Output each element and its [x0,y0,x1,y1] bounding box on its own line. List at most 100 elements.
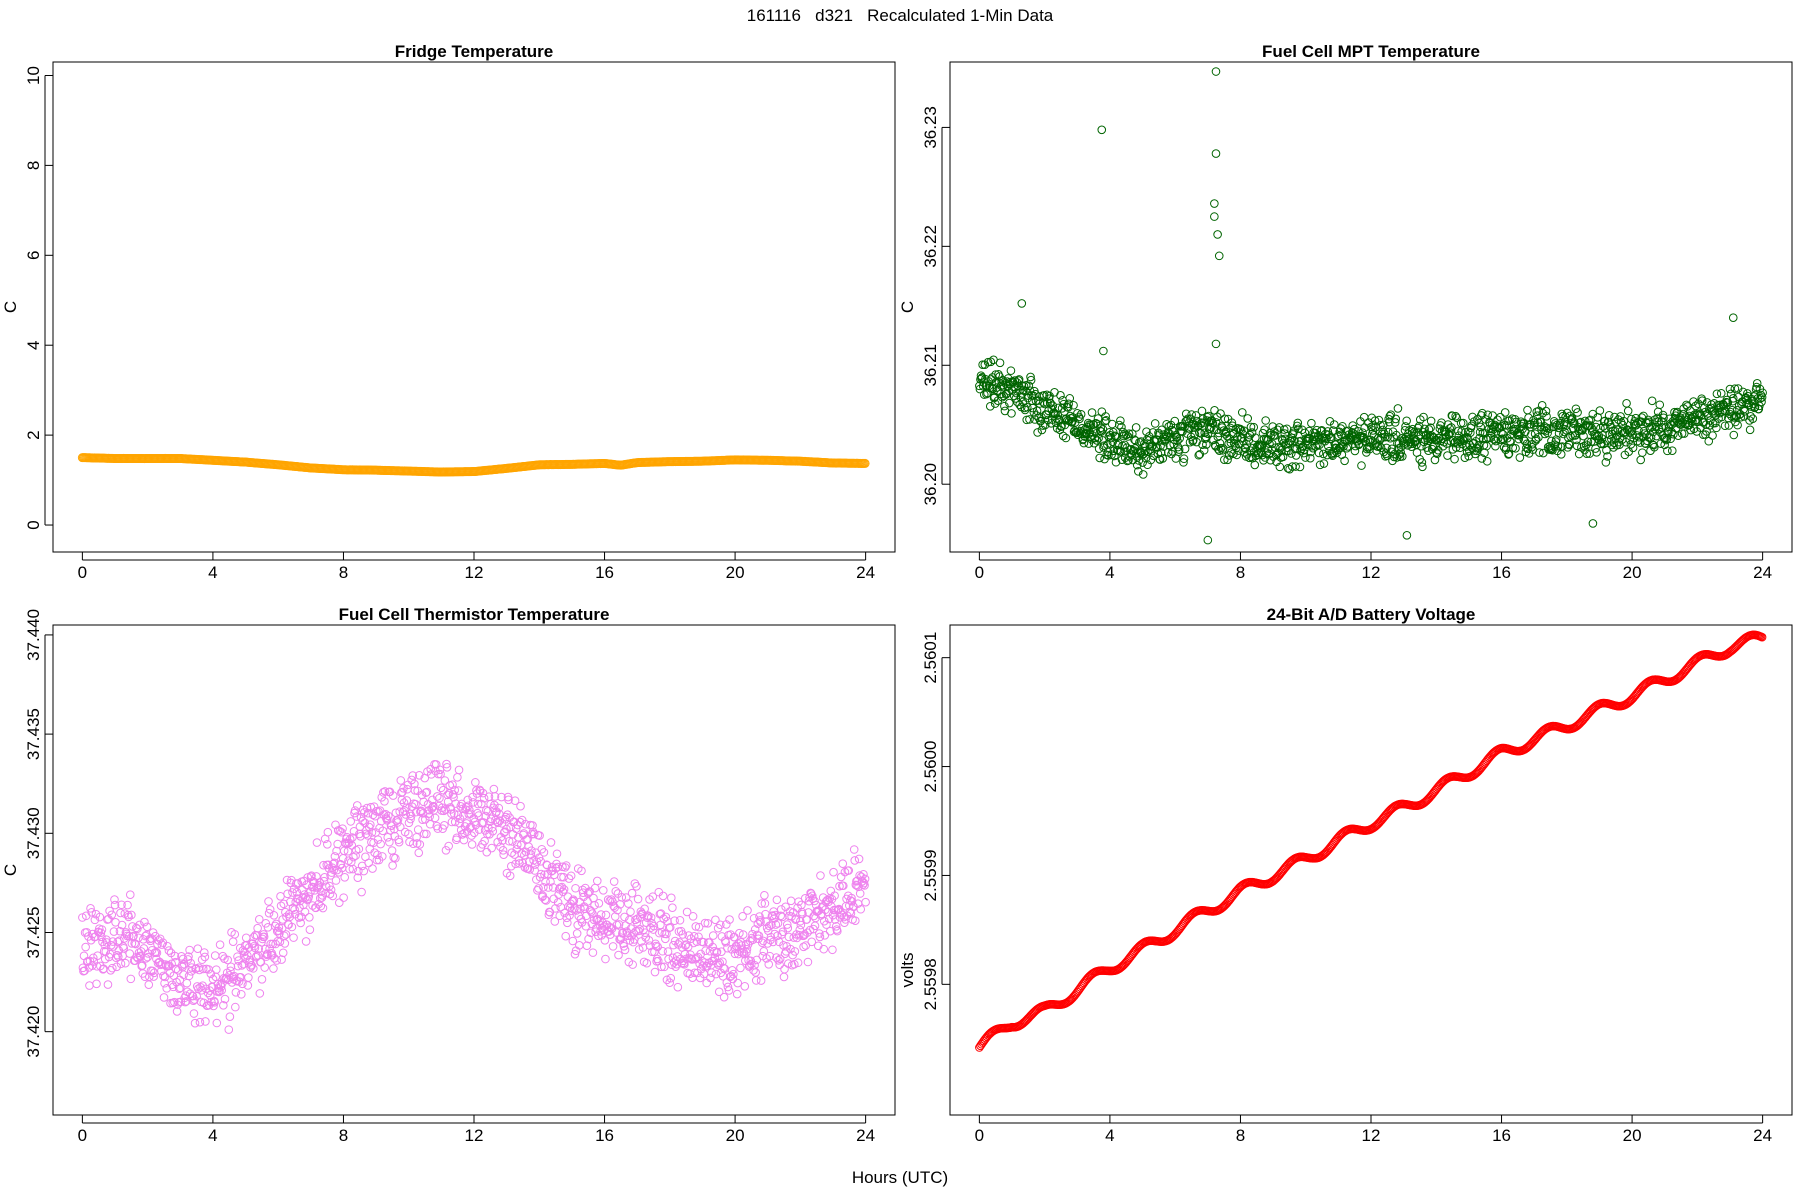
data-point [719,963,728,973]
data-point [1604,410,1614,420]
data-point [319,876,329,886]
data-point [433,824,443,833]
data-point [708,931,718,940]
data-point [481,811,491,821]
data-point [1033,428,1042,437]
data-point [1270,875,1279,885]
data-point [641,933,651,942]
x-tick-label: 4 [1105,563,1114,582]
data-point [1414,421,1424,431]
data-point [117,920,127,930]
data-point [1159,442,1168,451]
data-point [1258,450,1267,460]
data-point [752,955,762,965]
data-point [119,934,129,943]
data-point [1458,418,1468,428]
data-point [1237,408,1247,417]
data-point [388,791,398,800]
data-point [1393,404,1403,413]
data-point [454,765,464,775]
data-point [494,803,504,813]
data-point [617,892,627,902]
data-point [646,913,656,922]
data-point [442,759,451,769]
data-point [92,979,101,989]
data-point [568,936,578,946]
data-point [1150,419,1160,428]
x-tick-label: 12 [1362,1126,1381,1145]
data-point [1511,444,1520,453]
data-point [1496,435,1506,445]
data-point [1374,415,1384,425]
data-point [1712,389,1722,399]
data-point [428,802,438,812]
data-point [1522,443,1531,453]
data-point-outlier [1214,251,1224,261]
data-point [283,889,292,899]
data-point [330,858,339,868]
data-point [275,929,284,938]
data-point [1138,470,1148,479]
data-point [588,948,598,957]
data-point [459,835,469,845]
data-point [203,988,213,998]
data-point [1262,448,1272,458]
data-point [854,854,864,864]
data-point [1329,420,1339,429]
data-point [755,912,764,921]
data-point [1468,412,1477,422]
data-point [600,936,610,945]
plot-frame [949,61,1793,553]
data-point [1173,436,1182,446]
data-point [323,839,332,849]
data-point [1679,429,1689,438]
y-tick-label: 4 [24,340,43,349]
data-point [193,944,203,953]
data-point [1270,431,1280,440]
data-point [208,982,217,992]
data-point [542,860,551,869]
data-point [581,921,591,931]
data-point [231,987,241,997]
data-point [164,946,174,955]
data-point [563,918,572,928]
data-point [149,972,158,981]
data-point [81,942,90,952]
data-point [87,908,96,917]
data-point [321,882,331,891]
data-point [775,954,785,964]
x-tick-label: 0 [78,1126,87,1145]
data-point [1420,424,1429,434]
data-point [860,458,870,468]
data-point [1291,451,1301,460]
y-tick-label: 37.430 [24,807,43,859]
data-point [118,951,127,961]
data-point [850,916,860,926]
data-point [542,860,552,870]
data-point [1452,413,1462,423]
data-point [1116,416,1125,425]
data-point [987,375,996,384]
x-tick-label: 16 [595,563,614,582]
data-point [1187,410,1196,419]
data-point [1396,448,1405,457]
data-point [596,910,606,919]
data-point [1666,434,1675,444]
y-tick-label: 37.435 [24,708,43,760]
data-point [825,926,835,936]
data-point [750,925,760,934]
data-point [139,944,149,953]
data-point [629,929,639,938]
data-point [759,946,769,956]
data-point [830,915,840,924]
data-point [151,931,160,941]
y-axis-label: C [898,301,917,313]
data-point [1740,406,1749,416]
data-point [1720,421,1730,431]
data-point [1179,458,1188,467]
data-point [1451,411,1460,421]
data-point [729,969,738,979]
x-tick-label: 24 [1753,563,1772,582]
data-point [153,939,162,949]
data-point [358,816,367,826]
